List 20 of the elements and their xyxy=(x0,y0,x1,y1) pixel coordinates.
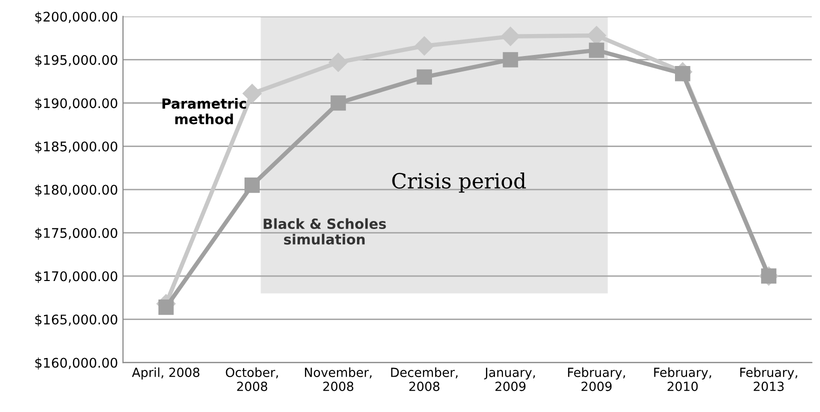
y-tick-label: $200,000.00 xyxy=(35,11,118,24)
y-tick-label: $160,000.00 xyxy=(35,358,118,370)
y-tick-label: $175,000.00 xyxy=(35,228,118,240)
x-tick-label: February, 2009 xyxy=(568,367,626,392)
y-tick-label: $165,000.00 xyxy=(35,314,118,326)
y-tick-label: $170,000.00 xyxy=(35,271,118,283)
x-tick-label: December, 2008 xyxy=(391,367,458,392)
series-label: Black & Scholes simulation xyxy=(264,218,386,245)
y-tick-label: $180,000.00 xyxy=(35,184,118,196)
x-tick-label: January, 2009 xyxy=(484,368,535,392)
x-tick-label: October, 2008 xyxy=(226,367,278,392)
series-label: Parametric method xyxy=(162,98,246,124)
x-tick-label: November, 2008 xyxy=(304,367,372,392)
y-tick-label: $190,000.00 xyxy=(35,98,118,110)
x-tick-label: February, 2013 xyxy=(740,367,798,392)
annotation: Crisis period xyxy=(392,172,526,193)
y-tick-label: $195,000.00 xyxy=(35,54,118,67)
x-tick-label: April, 2008 xyxy=(132,367,200,380)
x-tick-label: February, 2010 xyxy=(654,367,712,392)
y-tick-label: $185,000.00 xyxy=(35,141,118,154)
